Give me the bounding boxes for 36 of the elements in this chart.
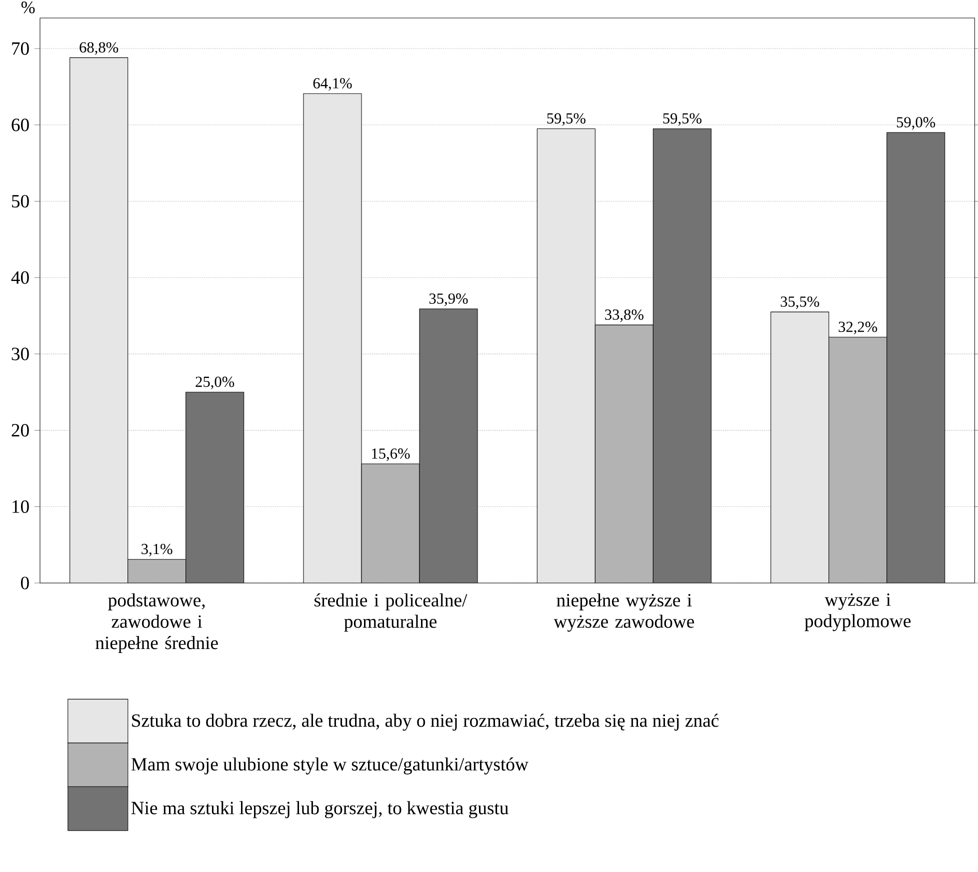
bar — [886, 132, 946, 583]
bar — [770, 312, 830, 583]
data-label: 59,5% — [547, 113, 586, 126]
data-label: 64,1% — [313, 78, 352, 91]
data-label: 68,8% — [80, 42, 118, 55]
y-tick-label: 30 — [12, 348, 29, 360]
y-tick-label: 60 — [12, 118, 29, 132]
data-label: 25,0% — [196, 376, 234, 390]
y-tick-label: 10 — [12, 500, 29, 513]
bar — [186, 392, 244, 583]
y-tick-label: 20 — [12, 424, 29, 437]
y-axis-title: % — [21, 2, 35, 14]
data-label: 33,8% — [605, 309, 644, 322]
y-tick-label: 0 — [20, 576, 29, 590]
data-label: 3,1% — [142, 544, 172, 556]
bar — [303, 93, 362, 583]
data-label: 59,0% — [896, 117, 936, 130]
x-tick-label: podstawowe, zawodowe i niepełne średnie — [96, 593, 218, 653]
bar — [536, 128, 596, 583]
data-label: 32,2% — [838, 322, 878, 334]
y-tick-label: 70 — [12, 42, 29, 55]
legend-label: Nie ma sztuki lepszej lub gorszej, to kwestia gustu — [131, 801, 508, 818]
legend-label: Sztuka to dobra rzecz, ale trudna, aby o niej rozmawiać, trzeba się na niej znać — [132, 714, 719, 731]
bar — [70, 57, 128, 583]
data-label: 59,5% — [663, 113, 702, 126]
x-tick-label: średnie i policealne/ pomaturalne — [314, 593, 468, 632]
data-label: 35,9% — [429, 293, 468, 306]
x-tick-label: wyższe i podyplomowe — [804, 593, 911, 632]
data-label: 35,5% — [780, 296, 820, 310]
y-tick-label: 40 — [11, 271, 29, 284]
bar — [419, 308, 478, 583]
legend-label: Mam swoje ulubione style w sztuce/gatunki/artystów — [131, 757, 528, 774]
data-label: 15,6% — [372, 448, 410, 461]
x-tick-label: niepełne wyższe i wyższe zawodowe — [554, 593, 694, 632]
y-tick-label: 50 — [12, 194, 29, 208]
bar — [652, 128, 712, 583]
